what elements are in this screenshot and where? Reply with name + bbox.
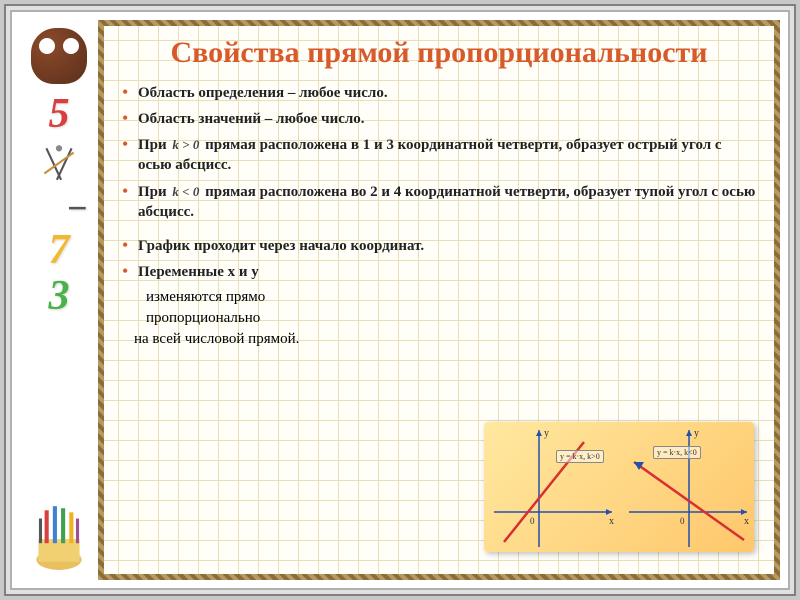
bullet-condition: k < 0 [172, 184, 199, 199]
slide-frame: 5 − 7 3 [4, 4, 796, 596]
bullet-pre: При [138, 184, 167, 200]
svg-text:y: y [694, 428, 699, 439]
bullet-list: Область определения – любое число. Облас… [122, 83, 756, 283]
bullet-item: Переменные x и y [122, 262, 756, 282]
bullet-post: прямая расположена в 1 и 3 координатной … [138, 137, 722, 173]
indent-line: пропорционально [122, 310, 756, 327]
content: Свойства прямой пропорциональности Облас… [98, 20, 780, 580]
layout: 5 − 7 3 [6, 6, 794, 594]
decorative-number-3: 3 [49, 278, 70, 316]
bullet-post: прямая расположена во 2 и 4 координатной… [138, 184, 755, 220]
svg-text:x: x [744, 516, 749, 527]
bullet-item: Область значений – любое число. [122, 109, 756, 129]
svg-text:0: 0 [530, 516, 535, 526]
bullet-item: При k < 0 прямая расположена во 2 и 4 ко… [122, 182, 756, 223]
decorative-number-5: 5 [49, 96, 70, 134]
chart-negative-slope: x y 0 y = k·x, k<0 [619, 422, 754, 552]
slide-title: Свойства прямой пропорциональности [122, 36, 756, 71]
content-frame: Свойства прямой пропорциональности Облас… [98, 20, 780, 580]
svg-text:0: 0 [680, 516, 685, 526]
owl-icon [31, 28, 87, 84]
bullet-text: Переменные x и y [138, 264, 259, 280]
bullet-item: График проходит через начало координат. [122, 236, 756, 256]
svg-text:x: x [609, 516, 614, 527]
school-supplies-icon [28, 500, 90, 572]
bullet-pre: При [138, 137, 167, 153]
chart-formula-label: y = k·x, k<0 [653, 446, 701, 459]
final-line: на всей числовой прямой. [122, 331, 756, 348]
chart-positive-slope: x y 0 y = k·x, k>0 [484, 422, 619, 552]
bullet-text: Область значений – любое число. [138, 111, 365, 127]
indent-line: изменяются прямо [122, 289, 756, 306]
bullet-condition: k > 0 [172, 137, 199, 152]
svg-text:y: y [544, 428, 549, 439]
compass-icon [38, 142, 80, 184]
decorative-minus: − [66, 192, 88, 224]
bullet-text: График проходит через начало координат. [138, 238, 424, 254]
sidebar: 5 − 7 3 [20, 20, 98, 580]
bullet-item: Область определения – любое число. [122, 83, 756, 103]
charts-panel: x y 0 y = k·x, k>0 [484, 422, 754, 552]
bullet-item: При k > 0 прямая расположена в 1 и 3 коо… [122, 135, 756, 176]
decorative-number-7: 7 [49, 232, 70, 270]
chart-formula-label: y = k·x, k>0 [556, 450, 604, 463]
bullet-text: Область определения – любое число. [138, 85, 388, 101]
